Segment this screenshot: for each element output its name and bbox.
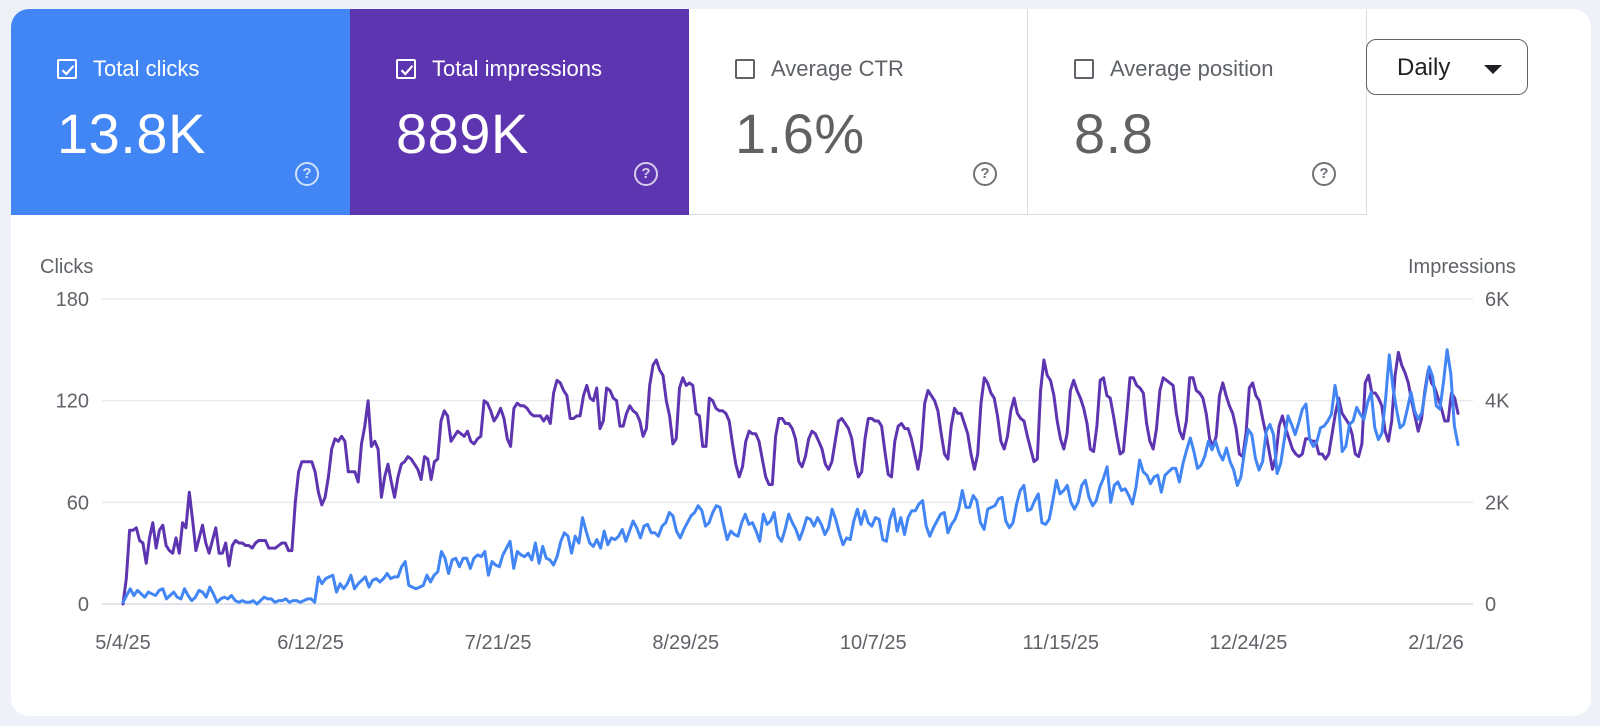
y-left-tick-label: 0 <box>78 594 89 616</box>
y-right-tick-label: 6K <box>1485 289 1510 311</box>
y-left-tick-label: 60 <box>67 492 89 514</box>
x-tick-label: 10/7/25 <box>840 632 907 654</box>
metric-tab-total-impressions[interactable]: Total impressions 889K ? <box>350 9 689 215</box>
metric-label: Total clicks <box>93 56 200 81</box>
help-circle-icon[interactable]: ? <box>295 162 319 186</box>
metric-label: Total impressions <box>432 56 602 81</box>
performance-card: Total clicks 13.8K ? Total impressions 8… <box>11 9 1591 716</box>
caret-down-icon <box>1484 65 1502 74</box>
clicks-series-line <box>121 348 1460 606</box>
metric-tab-average-position[interactable]: Average position 8.8 ? <box>1028 9 1367 215</box>
help-circle-icon[interactable]: ? <box>634 162 658 186</box>
left-axis-title: Clicks <box>40 256 94 278</box>
right-axis-title: Impressions <box>1408 256 1516 278</box>
metric-tab-total-clicks[interactable]: Total clicks 13.8K ? <box>11 9 350 215</box>
metric-label: Average position <box>1110 56 1274 81</box>
x-tick-label: 7/21/25 <box>465 632 532 654</box>
help-circle-icon[interactable]: ? <box>973 162 997 186</box>
checkbox-unchecked-icon[interactable] <box>1074 59 1094 79</box>
x-tick-label: 6/12/25 <box>277 632 344 654</box>
x-tick-label: 2/1/26 <box>1408 632 1464 654</box>
y-right-tick-label: 0 <box>1485 594 1496 616</box>
metric-tabs: Total clicks 13.8K ? Total impressions 8… <box>11 9 1367 215</box>
y-right-tick-label: 4K <box>1485 391 1510 413</box>
checkbox-unchecked-icon[interactable] <box>735 59 755 79</box>
metric-value: 13.8K <box>57 102 206 165</box>
checkbox-checked-icon[interactable] <box>57 59 77 79</box>
metric-label: Average CTR <box>771 56 904 81</box>
checkbox-checked-icon[interactable] <box>396 59 416 79</box>
x-tick-label: 5/4/25 <box>95 632 151 654</box>
impressions-series-line <box>121 350 1460 606</box>
metric-tab-average-ctr[interactable]: Average CTR 1.6% ? <box>689 9 1028 215</box>
y-right-tick-label: 2K <box>1485 492 1510 514</box>
y-left-tick-label: 180 <box>56 289 89 311</box>
x-tick-label: 12/24/25 <box>1209 632 1287 654</box>
help-circle-icon[interactable]: ? <box>1312 162 1336 186</box>
x-tick-label: 11/15/25 <box>1023 632 1099 654</box>
metric-value: 889K <box>396 102 529 165</box>
granularity-dropdown[interactable]: Daily <box>1366 39 1528 95</box>
performance-line-chart: 180 6K 120 4K 60 2K 0 0 5/4/25 6/12/25 7/21/25 8/29… <box>56 289 1510 654</box>
y-left-tick-label: 120 <box>56 391 89 413</box>
metric-value: 8.8 <box>1074 102 1154 165</box>
metric-value: 1.6% <box>735 102 865 165</box>
x-tick-label: 8/29/25 <box>652 632 719 654</box>
granularity-label: Daily <box>1397 54 1451 81</box>
